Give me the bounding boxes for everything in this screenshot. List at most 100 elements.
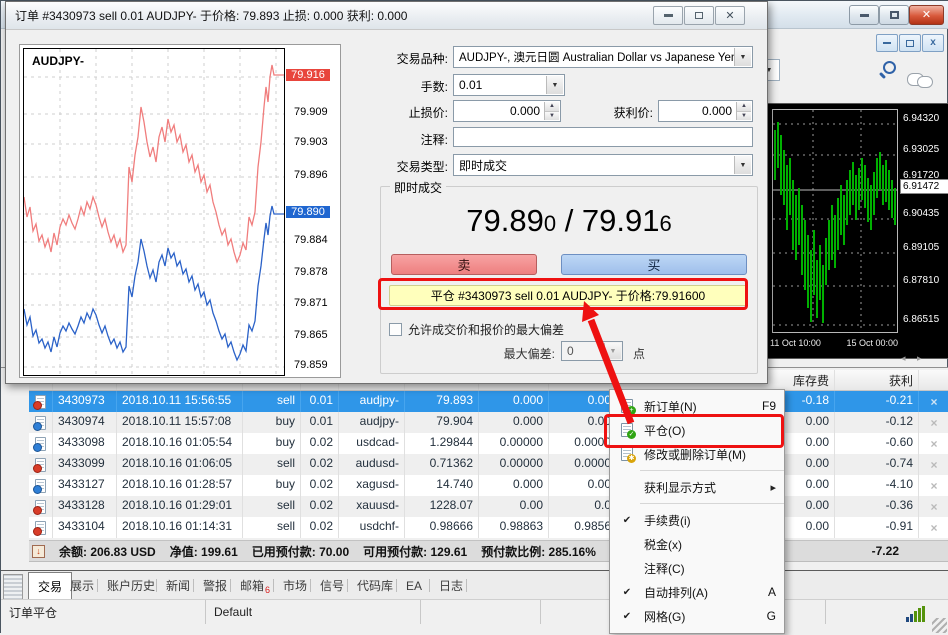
order-row[interactable]: 3430973 2018.10.11 15:56:55 sell 0.01 au… <box>29 391 948 412</box>
tab-account-history[interactable]: 账户历史 <box>107 579 156 593</box>
tab-exposure[interactable]: 展示 <box>70 579 95 593</box>
takeprofit-spinner[interactable] <box>736 102 751 120</box>
order-row[interactable]: 3430974 2018.10.11 15:57:08 buy 0.01 aud… <box>29 412 948 433</box>
chevron-down-icon[interactable] <box>546 76 563 94</box>
search-icon[interactable] <box>883 61 896 74</box>
order-row[interactable]: 3433127 2018.10.16 01:28:57 buy 0.02 xag… <box>29 475 948 496</box>
takeprofit-value: 0.000 <box>701 104 732 118</box>
cell-profit: -4.10 <box>835 475 919 496</box>
close-order-icon[interactable]: × <box>930 478 938 493</box>
dialog-minimize-button[interactable] <box>653 6 683 25</box>
tab-experts[interactable]: EA <box>406 578 423 593</box>
chart-close-button[interactable] <box>922 34 944 52</box>
menu-item-close-order[interactable]: ✓ 平仓(O) <box>610 418 784 442</box>
price-tick: 79.903 <box>294 136 328 148</box>
symbol-select[interactable]: AUDJPY-, 澳元日圆 Australian Dollar vs Japan… <box>453 46 753 68</box>
close-order-icon[interactable]: × <box>930 436 938 451</box>
menu-item-taxes[interactable]: 税金(x) <box>644 537 682 552</box>
chart-scroll-left-icon[interactable]: ◂ <box>901 353 906 363</box>
menu-item-grid[interactable]: 网格(G) G <box>610 604 784 628</box>
main-close-button[interactable] <box>909 5 944 25</box>
order-row[interactable]: 3433128 2018.10.16 01:29:01 sell 0.02 xa… <box>29 496 948 517</box>
price-tick: 79.878 <box>294 266 328 278</box>
comment-input[interactable] <box>453 127 753 147</box>
candle-chart-window: 6.94320 6.93025 6.91720 6.91472 6.90435 … <box>767 103 948 359</box>
takeprofit-input[interactable]: 0.000 <box>658 100 753 122</box>
close-order-icon[interactable]: × <box>930 394 938 409</box>
cell-tp: 0.00 <box>549 412 617 433</box>
max-deviation-checkbox[interactable]: 允许成交价和报价的最大偏差 <box>389 321 564 338</box>
chart-restore-button[interactable] <box>899 34 921 52</box>
tick-chart-svg <box>23 49 284 375</box>
header-swap[interactable]: 库存费 <box>783 370 835 390</box>
sell-button[interactable]: 卖 <box>391 254 537 275</box>
candle-chart-plot[interactable] <box>772 109 898 333</box>
stoploss-input[interactable]: 0.000 <box>453 100 561 122</box>
menu-item-new-order[interactable]: + 新订单(N) F9 <box>610 394 784 418</box>
dialog-close-button[interactable] <box>715 6 745 25</box>
resize-grip[interactable] <box>932 618 947 633</box>
dialog-titlebar[interactable]: 订单 #3430973 sell 0.01 AUDJPY- 于价格: 79.89… <box>6 2 767 30</box>
restore-icon <box>906 39 914 47</box>
close-order-icon[interactable]: × <box>930 520 938 535</box>
stoploss-value: 0.000 <box>509 104 540 118</box>
checkbox-icon[interactable] <box>389 323 402 336</box>
chart-minimize-button[interactable] <box>876 34 898 52</box>
menu-separator <box>610 499 784 508</box>
order-row[interactable]: 3433104 2018.10.16 01:14:31 sell 0.02 us… <box>29 517 948 538</box>
tick-chart-plot[interactable]: AUDJPY- <box>23 48 285 376</box>
buy-button[interactable]: 买 <box>561 254 747 275</box>
header-profit[interactable]: 获利 <box>835 370 919 390</box>
max-deviation-select[interactable]: 0 <box>561 341 623 361</box>
maximize-icon <box>695 12 703 19</box>
close-position-button[interactable]: 平仓 #3430973 sell 0.01 AUDJPY- 于价格:79.916… <box>389 285 747 306</box>
tab-trade[interactable]: 交易 <box>28 572 73 600</box>
menu-item-commissions[interactable]: 手续费(i) <box>610 508 784 532</box>
menu-item-modify-order[interactable]: ✱ 修改或删除订单(M) <box>610 442 784 466</box>
cell-volume: 0.02 <box>301 454 339 475</box>
volume-label: 手数: <box>420 80 448 94</box>
chevron-down-icon[interactable] <box>734 48 751 66</box>
cell-swap: 0.00 <box>783 496 835 517</box>
bid-price-badge: 79.890 <box>286 206 330 218</box>
menu-item-comments[interactable]: 注释(C) <box>644 561 685 576</box>
cell-symbol: xauusd- <box>339 496 405 517</box>
main-minimize-button[interactable] <box>849 5 879 25</box>
takeprofit-label: 获利价: <box>613 106 653 120</box>
status-profile[interactable]: Default <box>206 600 421 624</box>
cell-order: 3430973 <box>53 391 117 412</box>
dialog-maximize-button[interactable] <box>684 6 714 25</box>
cell-time: 2018.10.11 15:56:55 <box>117 391 243 412</box>
comment-label: 注释: <box>420 133 448 147</box>
order-row[interactable]: 3433099 2018.10.16 01:06:05 sell 0.02 au… <box>29 454 948 475</box>
menu-item-auto-arrange[interactable]: 自动排列(A) A <box>610 580 784 604</box>
instant-execution-group: 即时成交 79.890 / 79.916 卖 买 平仓 #3430973 sel… <box>380 179 758 374</box>
tab-alerts[interactable]: 警报 <box>203 579 228 593</box>
tab-signals[interactable]: 信号 <box>320 579 345 593</box>
menu-item-profit-display[interactable]: 获利显示方式 <box>610 475 784 499</box>
cell-swap: 0.00 <box>783 454 835 475</box>
close-order-icon[interactable]: × <box>930 457 938 472</box>
tab-code-base[interactable]: 代码库 <box>357 579 394 593</box>
group-title: 即时成交 <box>390 179 447 196</box>
close-order-icon[interactable]: × <box>930 499 938 514</box>
order-type-select[interactable]: 即时成交 <box>453 154 753 176</box>
cell-type: buy <box>243 433 301 454</box>
cell-swap: 0.00 <box>783 475 835 496</box>
tab-journal[interactable]: 日志 <box>439 579 464 593</box>
tab-mailbox[interactable]: 邮箱 6 <box>240 579 271 595</box>
chevron-down-icon[interactable] <box>734 156 751 174</box>
close-order-icon[interactable]: × <box>930 415 938 430</box>
tab-market[interactable]: 市场 <box>283 579 308 593</box>
chat-icon[interactable] <box>907 72 933 90</box>
order-row[interactable]: 3433098 2018.10.16 01:05:54 buy 0.02 usd… <box>29 433 948 454</box>
cell-sl: 0.98863 <box>479 517 549 538</box>
account-summary-row: 余额: 206.83 USD 净值: 199.61 已用预付款: 70.00 可… <box>29 540 948 562</box>
main-maximize-button[interactable] <box>879 5 909 25</box>
chart-scroll-right-icon[interactable]: ▸ <box>917 353 922 363</box>
cell-time: 2018.10.16 01:14:31 <box>117 517 243 538</box>
tab-news[interactable]: 新闻 <box>166 579 191 593</box>
stoploss-spinner[interactable] <box>544 102 559 120</box>
volume-select[interactable]: 0.01 <box>453 74 565 96</box>
cell-swap: 0.00 <box>783 517 835 538</box>
